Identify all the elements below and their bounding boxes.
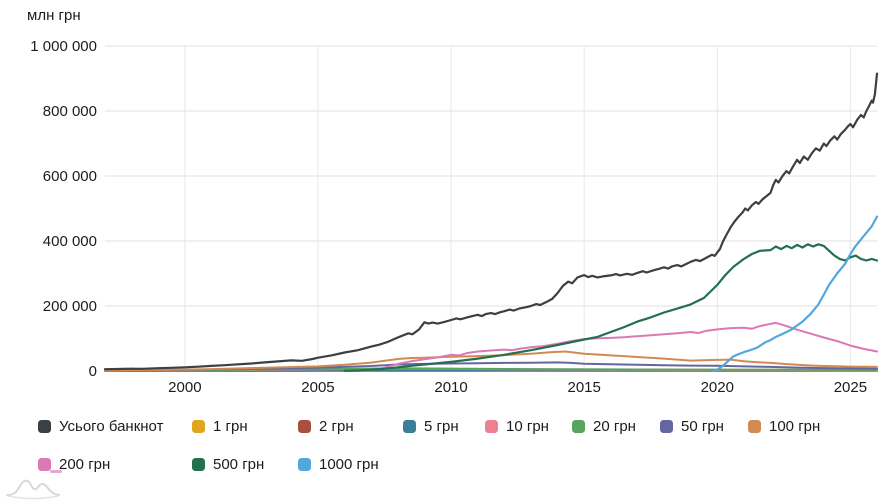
legend-label: 200 грн [59,456,111,473]
legend-label: 500 грн [213,456,265,473]
legend-item-uah500[interactable]: 500 грн [192,456,298,473]
y-tick-label: 400 000 [43,233,97,250]
legend-item-uah50[interactable]: 50 грн [660,418,748,435]
stray-mark [50,470,62,473]
series-line-uah200[interactable] [356,321,878,372]
legend-label: 2 грн [319,418,354,435]
legend-item-uah20[interactable]: 20 грн [572,418,660,435]
legend-item-uah1[interactable]: 1 грн [192,418,298,435]
x-tick-label: 2025 [834,379,867,396]
legend-label: 5 грн [424,418,459,435]
legend-swatch-icon [748,420,761,433]
legend-label: Усього банкнот [59,418,164,435]
legend-swatch-icon [485,420,498,433]
legend-item-uah200[interactable]: 200 грн [38,456,192,473]
x-tick-label: 2005 [301,379,334,396]
y-tick-label: 800 000 [43,103,97,120]
x-tick-label: 2010 [434,379,467,396]
x-tick-label: 2000 [168,379,201,396]
legend-label: 1000 грн [319,456,379,473]
legend-label: 1 грн [213,418,248,435]
legend-label: 50 грн [681,418,724,435]
legend-swatch-icon [38,420,51,433]
series-line-uah50[interactable] [104,361,878,372]
y-tick-label: 600 000 [43,168,97,185]
line-chart-plot: 0 200 000 400 000 600 000 800 000 1 000 000 20… [30,38,879,396]
y-tick-label: 0 [89,363,97,380]
watermark-logo [6,479,60,500]
legend-swatch-icon [660,420,673,433]
legend-swatch-icon [192,420,205,433]
chart-legend: Усього банкнот 1 грн 2 грн 5 грн 10 грн 20 гр… [38,418,820,473]
legend-label: 100 грн [769,418,821,435]
legend-item-uah10[interactable]: 10 грн [485,418,572,435]
series-line-uah100[interactable] [104,350,878,372]
legend-swatch-icon [298,458,311,471]
series-line-uah1000[interactable] [712,215,879,372]
legend-item-total[interactable]: Усього банкнот [38,418,192,435]
x-tick-label: 2015 [567,379,600,396]
series-line-total[interactable] [103,72,879,371]
legend-swatch-icon [403,420,416,433]
legend-label: 10 грн [506,418,549,435]
legend-item-uah5[interactable]: 5 грн [403,418,485,435]
legend-label: 20 грн [593,418,636,435]
y-tick-label: 1 000 000 [30,38,97,55]
series-line-uah500[interactable] [343,243,879,372]
x-tick-label: 2020 [701,379,734,396]
y-axis-unit-label: млн грн [27,7,81,24]
legend-swatch-icon [298,420,311,433]
legend-swatch-icon [38,458,51,471]
legend-item-uah1000[interactable]: 1000 грн [298,456,403,473]
legend-swatch-icon [572,420,585,433]
y-tick-label: 200 000 [43,298,97,315]
legend-item-uah2[interactable]: 2 грн [298,418,403,435]
legend-swatch-icon [192,458,205,471]
legend-item-uah100[interactable]: 100 грн [748,418,820,435]
